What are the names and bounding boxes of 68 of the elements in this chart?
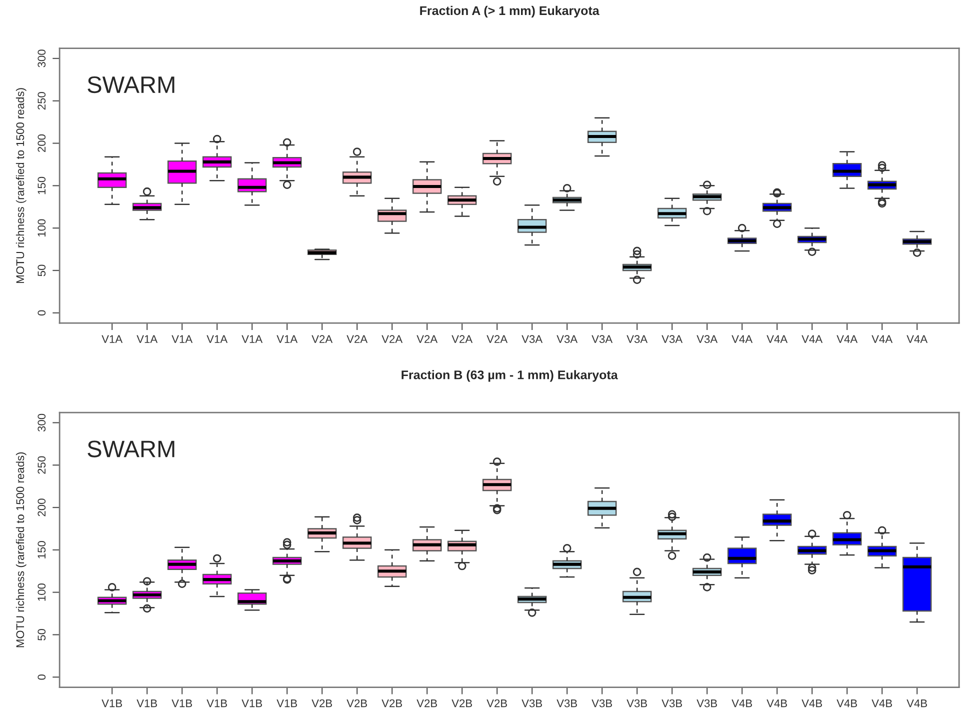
x-tick-label: V3A [662, 335, 683, 344]
x-tick-label: V2A [312, 335, 333, 343]
x-tick-label: V2B [346, 699, 367, 708]
annotation: SWARM [88, 440, 174, 458]
chart-title: Fraction B (63 µm - 1 mm) Eukaryota [402, 370, 618, 382]
y-tick-label: 50 [38, 628, 46, 640]
x-tick-label: V4A [906, 335, 928, 343]
x-tick-label: V3B [662, 699, 682, 708]
x-tick-label: V2A [452, 335, 473, 343]
x-tick-label: V2A [346, 335, 368, 343]
x-tick-label: V1A [276, 335, 298, 343]
x-tick-label: V4B [732, 699, 752, 708]
y-tick-label: 150 [38, 176, 46, 194]
x-tick-label: V3A [626, 335, 648, 344]
x-tick-label: V4A [872, 335, 893, 343]
x-tick-label: V4A [732, 335, 753, 343]
chart-title: Fraction A (> 1 mm) Eukaryota [420, 6, 600, 18]
x-tick-label: V2B [312, 699, 332, 708]
x-tick-label: V1A [242, 335, 263, 343]
x-tick-label: V1A [206, 335, 228, 343]
x-tick-label: V3A [522, 335, 543, 344]
x-tick-label: V4B [836, 699, 857, 708]
x-tick-label: V3A [696, 335, 718, 344]
x-tick-label: V4B [802, 699, 822, 708]
x-tick-label: V2B [486, 699, 507, 708]
y-tick-label: 100 [38, 583, 46, 601]
x-tick-label: V2A [382, 335, 403, 343]
x-tick-label: V4A [802, 335, 823, 343]
y-tick-label: 300 [38, 50, 46, 68]
y-axis-title: MOTU richness (rarefied to 1500 reads) [16, 452, 26, 648]
x-tick-label: V1B [172, 699, 192, 708]
y-tick-label: 200 [38, 134, 46, 152]
x-tick-label: V4A [766, 335, 788, 343]
y-tick-label: 0 [38, 674, 46, 680]
y-tick-label: 250 [38, 456, 46, 474]
x-tick-label: V2B [452, 699, 472, 708]
y-tick-label: 150 [38, 541, 46, 558]
x-tick-label: V3B [626, 699, 647, 708]
y-axis-title: MOTU richness (rarefied to 1500 reads) [16, 88, 26, 283]
x-tick-label: V3A [556, 335, 578, 344]
x-tick-label: V1B [206, 699, 227, 708]
x-tick-label: V3B [592, 699, 612, 708]
x-tick-label: V4B [766, 699, 787, 708]
x-tick-label: V1B [136, 699, 157, 708]
x-tick-label: V1B [276, 699, 297, 708]
x-tick-label: V4B [906, 699, 927, 708]
x-tick-label: V1A [102, 335, 123, 343]
x-tick-label: V4B [872, 699, 892, 708]
x-tick-label: V2B [416, 699, 437, 708]
x-tick-label: V1B [242, 699, 262, 708]
x-tick-label: V1B [102, 699, 122, 708]
y-tick-label: 250 [38, 92, 46, 110]
annotation: SWARM [88, 76, 174, 94]
y-tick-label: 200 [38, 498, 46, 516]
x-tick-label: V1A [136, 335, 158, 343]
y-tick-label: 300 [38, 414, 46, 432]
x-tick-label: V1A [172, 335, 193, 343]
x-tick-label: V2A [486, 335, 508, 343]
y-tick-label: 50 [38, 264, 46, 276]
x-tick-label: V3B [522, 699, 542, 708]
y-tick-label: 0 [38, 310, 46, 316]
x-tick-label: V3A [592, 335, 613, 344]
x-tick-label: V3B [556, 699, 577, 708]
x-tick-label: V3B [696, 699, 717, 708]
x-tick-label: V4A [836, 335, 858, 343]
x-tick-label: V2A [416, 335, 438, 343]
x-tick-label: V2B [382, 699, 402, 708]
y-tick-label: 100 [38, 219, 46, 236]
